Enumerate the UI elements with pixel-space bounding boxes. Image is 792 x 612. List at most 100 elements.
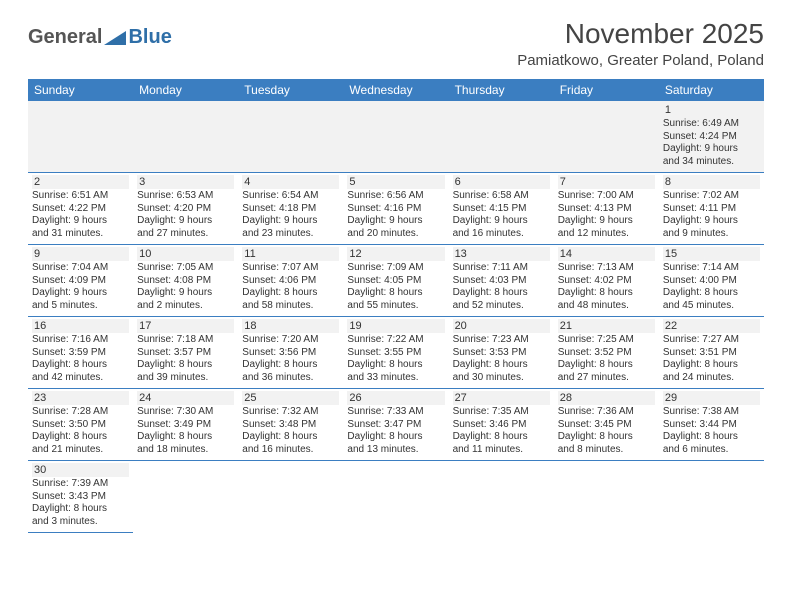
calendar-cell [343,461,448,533]
day-header: Sunday [28,79,133,101]
day-info: Sunrise: 6:53 AMSunset: 4:20 PMDaylight:… [137,190,234,240]
info-line: and 42 minutes. [32,372,129,385]
info-line: and 27 minutes. [558,372,655,385]
calendar-cell: 20Sunrise: 7:23 AMSunset: 3:53 PMDayligh… [449,317,554,389]
calendar-cell: 4Sunrise: 6:54 AMSunset: 4:18 PMDaylight… [238,173,343,245]
info-line: Daylight: 9 hours [242,215,339,228]
day-number: 13 [453,247,550,261]
calendar-cell: 29Sunrise: 7:38 AMSunset: 3:44 PMDayligh… [659,389,764,461]
info-line: Sunrise: 6:53 AM [137,190,234,203]
day-number: 2 [32,175,129,189]
calendar-cell: 5Sunrise: 6:56 AMSunset: 4:16 PMDaylight… [343,173,448,245]
day-number: 14 [558,247,655,261]
calendar-week-row: 2Sunrise: 6:51 AMSunset: 4:22 PMDaylight… [28,173,764,245]
info-line: Sunset: 4:16 PM [347,203,444,216]
info-line: Sunrise: 7:04 AM [32,262,129,275]
info-line: Sunrise: 6:51 AM [32,190,129,203]
day-info: Sunrise: 7:13 AMSunset: 4:02 PMDaylight:… [558,262,655,312]
calendar-cell: 27Sunrise: 7:35 AMSunset: 3:46 PMDayligh… [449,389,554,461]
day-info: Sunrise: 7:18 AMSunset: 3:57 PMDaylight:… [137,334,234,384]
info-line: Sunset: 4:05 PM [347,275,444,288]
calendar-cell [449,101,554,173]
calendar-cell: 26Sunrise: 7:33 AMSunset: 3:47 PMDayligh… [343,389,448,461]
info-line: and 16 minutes. [242,444,339,457]
day-number: 4 [242,175,339,189]
day-header: Thursday [449,79,554,101]
day-info: Sunrise: 7:14 AMSunset: 4:00 PMDaylight:… [663,262,760,312]
calendar-cell: 8Sunrise: 7:02 AMSunset: 4:11 PMDaylight… [659,173,764,245]
info-line: and 13 minutes. [347,444,444,457]
info-line: Sunset: 3:47 PM [347,419,444,432]
calendar-cell [659,461,764,533]
calendar-table: Sunday Monday Tuesday Wednesday Thursday… [28,79,764,533]
info-line: and 58 minutes. [242,300,339,313]
calendar-cell: 14Sunrise: 7:13 AMSunset: 4:02 PMDayligh… [554,245,659,317]
info-line: Sunset: 4:09 PM [32,275,129,288]
info-line: Daylight: 8 hours [137,359,234,372]
calendar-cell [133,461,238,533]
info-line: Daylight: 8 hours [663,431,760,444]
day-info: Sunrise: 6:51 AMSunset: 4:22 PMDaylight:… [32,190,129,240]
info-line: Sunset: 3:45 PM [558,419,655,432]
day-number: 9 [32,247,129,261]
info-line: Daylight: 9 hours [663,143,760,156]
info-line: Sunrise: 7:07 AM [242,262,339,275]
day-number: 3 [137,175,234,189]
calendar-cell: 25Sunrise: 7:32 AMSunset: 3:48 PMDayligh… [238,389,343,461]
info-line: Daylight: 8 hours [347,431,444,444]
day-number: 28 [558,391,655,405]
info-line: and 2 minutes. [137,300,234,313]
day-number: 30 [32,463,129,477]
calendar-week-row: 9Sunrise: 7:04 AMSunset: 4:09 PMDaylight… [28,245,764,317]
info-line: Daylight: 8 hours [558,359,655,372]
info-line: and 27 minutes. [137,228,234,241]
logo-text-blue: Blue [128,26,171,49]
info-line: and 34 minutes. [663,156,760,169]
calendar-cell: 11Sunrise: 7:07 AMSunset: 4:06 PMDayligh… [238,245,343,317]
info-line: Sunrise: 7:39 AM [32,478,129,491]
calendar-cell [238,461,343,533]
info-line: Sunset: 3:56 PM [242,347,339,360]
info-line: Sunrise: 7:23 AM [453,334,550,347]
info-line: Sunrise: 7:14 AM [663,262,760,275]
day-number: 5 [347,175,444,189]
info-line: Daylight: 8 hours [663,359,760,372]
info-line: and 5 minutes. [32,300,129,313]
title-block: November 2025 Pamiatkowo, Greater Poland… [517,18,764,69]
info-line: Sunset: 4:13 PM [558,203,655,216]
day-number: 23 [32,391,129,405]
info-line: Sunset: 4:08 PM [137,275,234,288]
info-line: Sunset: 3:51 PM [663,347,760,360]
calendar-cell: 13Sunrise: 7:11 AMSunset: 4:03 PMDayligh… [449,245,554,317]
info-line: Sunrise: 7:36 AM [558,406,655,419]
info-line: Sunrise: 7:16 AM [32,334,129,347]
info-line: Sunrise: 6:58 AM [453,190,550,203]
info-line: Sunset: 3:57 PM [137,347,234,360]
info-line: Daylight: 9 hours [32,215,129,228]
info-line: Daylight: 9 hours [558,215,655,228]
info-line: and 11 minutes. [453,444,550,457]
info-line: Sunrise: 7:20 AM [242,334,339,347]
day-info: Sunrise: 7:02 AMSunset: 4:11 PMDaylight:… [663,190,760,240]
info-line: Sunrise: 7:05 AM [137,262,234,275]
day-number: 18 [242,319,339,333]
info-line: Daylight: 9 hours [32,287,129,300]
day-number: 1 [663,103,760,117]
info-line: Daylight: 8 hours [242,287,339,300]
info-line: Sunset: 3:49 PM [137,419,234,432]
calendar-cell: 30Sunrise: 7:39 AMSunset: 3:43 PMDayligh… [28,461,133,533]
info-line: and 18 minutes. [137,444,234,457]
day-info: Sunrise: 7:00 AMSunset: 4:13 PMDaylight:… [558,190,655,240]
info-line: Sunset: 3:48 PM [242,419,339,432]
info-line: Daylight: 9 hours [137,287,234,300]
day-header: Monday [133,79,238,101]
calendar-cell: 17Sunrise: 7:18 AMSunset: 3:57 PMDayligh… [133,317,238,389]
info-line: Sunrise: 7:00 AM [558,190,655,203]
day-number: 15 [663,247,760,261]
info-line: Sunrise: 7:11 AM [453,262,550,275]
calendar-cell [133,101,238,173]
info-line: Daylight: 8 hours [242,359,339,372]
info-line: and 24 minutes. [663,372,760,385]
calendar-cell: 9Sunrise: 7:04 AMSunset: 4:09 PMDaylight… [28,245,133,317]
logo-text-general: General [28,26,102,49]
